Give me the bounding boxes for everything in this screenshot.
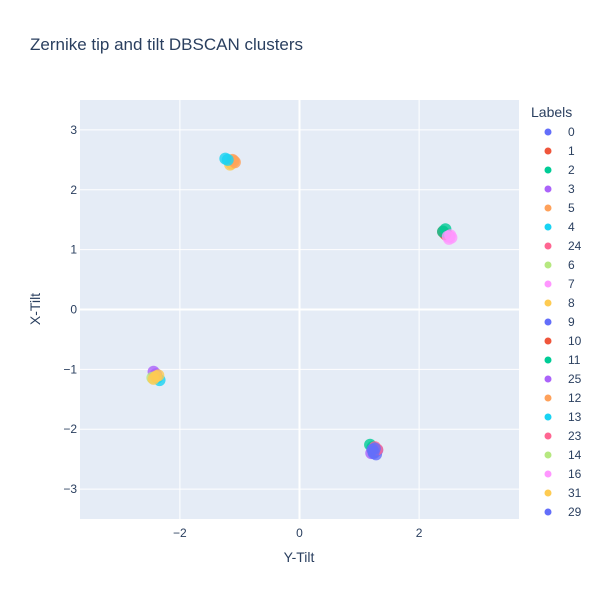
legend-item-6[interactable]: 6 [544,258,576,272]
legend-title: Labels [531,104,572,120]
legend-label: 31 [568,486,582,500]
y-tick-label: −2 [63,422,77,436]
legend-item-31[interactable]: 31 [544,486,582,500]
legend-item-2[interactable]: 2 [544,163,576,177]
y-axis-title: X-Tilt [27,293,43,325]
y-tick-label: 1 [70,243,77,257]
legend-marker-icon [544,356,552,364]
legend-item-3[interactable]: 3 [544,182,576,196]
data-points [146,152,458,461]
legend-label: 14 [568,448,582,462]
legend-item-5[interactable]: 5 [544,201,576,215]
legend-label: 16 [568,467,582,481]
legend-label: 13 [568,410,582,424]
data-point-31 [147,372,160,385]
grid-lines [80,100,519,519]
legend-marker-icon [544,280,552,288]
y-tick-label: −3 [63,482,77,496]
legend-label: 23 [568,429,582,443]
legend-marker-icon [544,204,552,212]
legend-marker-icon [544,223,552,231]
legend-item-13[interactable]: 13 [544,410,582,424]
y-tick-label: 3 [70,123,77,137]
legend-label: 10 [568,334,582,348]
legend-marker-icon [544,489,552,497]
x-tick-label: 2 [416,526,423,540]
legend-item-8[interactable]: 8 [544,296,576,310]
data-point-29 [367,445,380,458]
legend-marker-icon [544,147,552,155]
legend-label: 0 [568,125,575,139]
legend-item-0[interactable]: 0 [544,125,576,139]
legend-item-29[interactable]: 29 [544,505,582,519]
legend-label: 8 [568,296,575,310]
y-tick-label: −1 [63,362,77,376]
legend-label: 11 [568,353,581,367]
legend-label: 7 [568,277,575,291]
legend-label: 4 [568,220,575,234]
legend-item-25[interactable]: 25 [544,372,582,386]
chart-title: Zernike tip and tilt DBSCAN clusters [30,35,303,54]
legend-item-9[interactable]: 9 [544,315,576,329]
legend-marker-icon [544,432,552,440]
legend-label: 6 [568,258,575,272]
legend-marker-icon [544,451,552,459]
legend-item-12[interactable]: 12 [544,391,582,405]
legend-marker-icon [544,413,552,421]
legend-marker-icon [544,375,552,383]
y-tick-labels: −3 −2 −1 0 1 2 3 [63,123,77,496]
legend-label: 9 [568,315,575,329]
data-point-13 [221,153,234,166]
legend-label: 24 [568,239,582,253]
legend-item-14[interactable]: 14 [544,448,582,462]
legend-item-10[interactable]: 10 [544,334,582,348]
legend-marker-icon [544,261,552,269]
legend-marker-icon [544,470,552,478]
legend-item-16[interactable]: 16 [544,467,582,481]
x-tick-label: 0 [296,526,303,540]
legend-label: 1 [568,144,575,158]
legend-marker-icon [544,185,552,193]
data-point-16 [441,230,454,243]
legend-marker-icon [544,166,552,174]
legend-marker-icon [544,394,552,402]
legend-marker-icon [544,242,552,250]
legend-label: 12 [568,391,582,405]
legend-marker-icon [544,318,552,326]
y-tick-label: 2 [70,183,77,197]
legend-marker-icon [544,508,552,516]
y-tick-label: 0 [70,303,77,317]
legend-item-4[interactable]: 4 [544,220,576,234]
legend-item-24[interactable]: 24 [544,239,582,253]
legend-marker-icon [544,299,552,307]
legend-item-23[interactable]: 23 [544,429,582,443]
legend-label: 29 [568,505,582,519]
x-tick-label: −2 [173,526,187,540]
legend-label: 25 [568,372,582,386]
legend-label: 2 [568,163,575,177]
x-tick-labels: −2 0 2 [173,526,423,540]
legend-label: 5 [568,201,575,215]
legend-item-7[interactable]: 7 [544,277,576,291]
x-axis-title: Y-Tilt [284,549,315,565]
legend-item-1[interactable]: 1 [544,144,576,158]
legend-marker-icon [544,128,552,136]
legend-marker-icon [544,337,552,345]
legend-item-11[interactable]: 11 [544,353,581,367]
legend-label: 3 [568,182,575,196]
